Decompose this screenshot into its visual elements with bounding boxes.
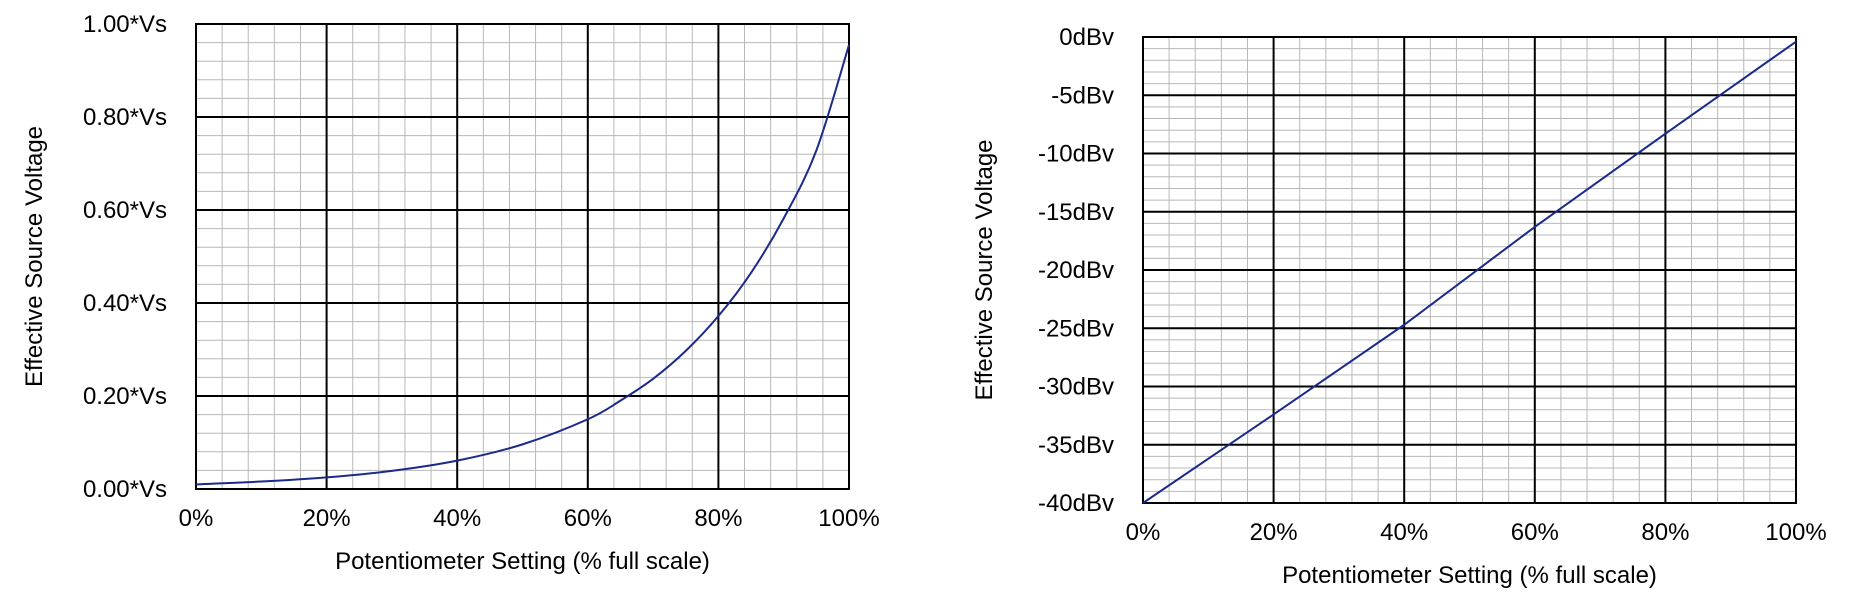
plot-frame (1142, 36, 1797, 504)
x-tick-label: 20% (1250, 519, 1298, 546)
x-tick-label: 60% (564, 505, 612, 532)
y-tick-label: 0dBv (1059, 24, 1114, 51)
y-tick-label: -40dBv (1038, 490, 1114, 517)
y-tick-label: 1.00*Vs (83, 11, 167, 38)
x-tick-label: 80% (694, 505, 742, 532)
dbv-chart: 0% 20% 40% 60% 80% 100% 0dBv -5dBv -10dBv -15dBv -… (971, 24, 1827, 589)
y-tick-label: -25dBv (1038, 315, 1114, 342)
x-tick-label: 20% (303, 505, 351, 532)
x-tick-label: 40% (1380, 519, 1428, 546)
y-tick-label: 0.20*Vs (83, 383, 167, 410)
y-tick-label: -15dBv (1038, 199, 1114, 226)
x-tick-label: 100% (818, 505, 879, 532)
voltage-ratio-chart: 0% 20% 40% 60% 80% 100% 0.00*Vs 0.20*Vs 0.40*Vs 0… (21, 11, 880, 575)
y-tick-label: -35dBv (1038, 432, 1114, 459)
y-tick-label: -5dBv (1051, 82, 1114, 109)
series-line-0 (195, 44, 850, 486)
x-tick-label: 0% (179, 505, 214, 532)
y-tick-label: 0.80*Vs (83, 104, 167, 131)
x-tick-label: 60% (1511, 519, 1559, 546)
plot-area (196, 24, 849, 489)
y-tick-label: -20dBv (1038, 257, 1114, 284)
x-axis-label: Potentiometer Setting (% full scale) (335, 548, 710, 575)
x-tick-label: 80% (1641, 519, 1689, 546)
series-line-0 (1142, 40, 1797, 504)
y-tick-label: -30dBv (1038, 374, 1114, 401)
y-tick-label: 0.00*Vs (83, 476, 167, 503)
y-tick-label: 0.60*Vs (83, 197, 167, 224)
x-tick-label: 40% (433, 505, 481, 532)
x-tick-label: 0% (1126, 519, 1161, 546)
x-axis-label: Potentiometer Setting (% full scale) (1282, 562, 1657, 589)
grid (1142, 36, 1797, 504)
y-axis-label: Effective Source Voltage (21, 126, 48, 387)
y-tick-label: 0.40*Vs (83, 290, 167, 317)
plot-frame (195, 23, 850, 490)
y-axis-label: Effective Source Voltage (971, 139, 998, 400)
x-tick-label: 100% (1765, 519, 1826, 546)
y-tick-label: -10dBv (1038, 141, 1114, 168)
